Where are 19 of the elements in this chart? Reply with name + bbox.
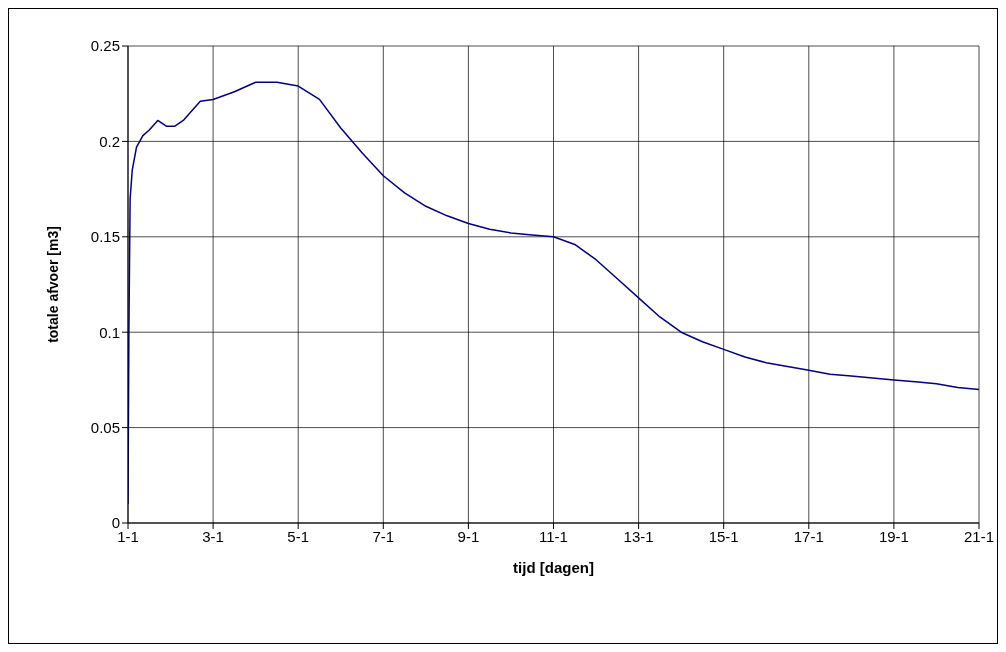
y-tick-label: 0.2 [99,132,120,150]
x-tick-label: 1-1 [117,527,139,545]
y-tick-label: 0.1 [99,323,120,341]
x-tick-label: 3-1 [202,527,224,545]
y-axis-title: totale afvoer [m3] [44,226,61,343]
x-tick-label: 11-1 [539,527,568,545]
x-axis-title: tijd [dagen] [513,559,594,576]
x-tick-label: 15-1 [708,527,739,545]
x-tick-label: 17-1 [793,527,824,545]
x-tick-label: 19-1 [878,527,909,545]
y-tick-label: 0.15 [90,228,120,246]
x-tick-label: 21-1 [963,527,995,545]
y-tick-label: 0.25 [90,37,120,55]
y-tick-label: 0.05 [90,418,120,436]
x-tick-label: 9-1 [457,527,480,545]
x-tick-label: 5-1 [287,527,310,545]
x-tick-label: 7-1 [372,527,395,545]
x-tick-label: 13-1 [623,527,654,545]
y-tick-label: 0 [111,514,120,532]
